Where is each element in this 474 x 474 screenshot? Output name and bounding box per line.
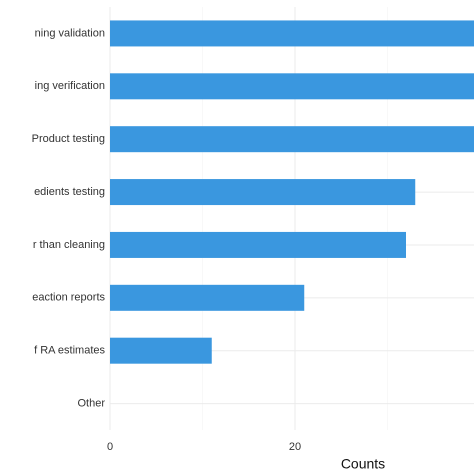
- y-tick-label: Product testing: [32, 133, 105, 145]
- y-tick-label: edients testing: [34, 186, 105, 198]
- y-tick-label: ing verification: [35, 80, 105, 92]
- x-axis-label: Counts: [341, 456, 385, 472]
- y-tick-label: f RA estimates: [34, 345, 105, 357]
- x-tick-label: 20: [289, 441, 301, 453]
- y-tick-label: ning validation: [35, 27, 105, 39]
- bar: [110, 126, 474, 153]
- y-tick-label: Other: [77, 397, 105, 409]
- bar: [110, 231, 406, 258]
- bar: [110, 284, 305, 311]
- bar: [110, 20, 474, 47]
- bar: [110, 337, 212, 364]
- bar: [110, 179, 416, 206]
- x-tick-label: 0: [107, 441, 113, 453]
- y-tick-label: eaction reports: [32, 292, 105, 304]
- y-tick-label: r than cleaning: [33, 239, 105, 251]
- bar: [110, 73, 474, 100]
